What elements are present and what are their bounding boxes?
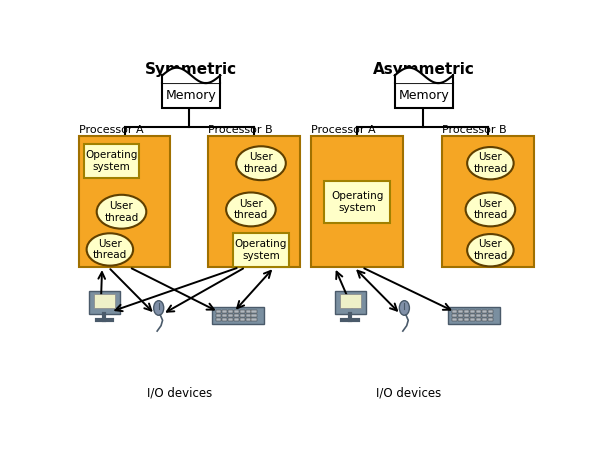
Bar	[464, 318, 469, 321]
Bar	[233, 314, 239, 317]
Bar	[458, 318, 463, 321]
Text: Memory: Memory	[166, 89, 217, 102]
Bar	[245, 314, 251, 317]
Text: I/O devices: I/O devices	[376, 387, 441, 400]
Bar	[245, 318, 251, 321]
Ellipse shape	[236, 146, 286, 180]
Bar	[227, 314, 233, 317]
FancyBboxPatch shape	[94, 294, 115, 308]
Bar	[215, 310, 221, 313]
FancyBboxPatch shape	[89, 291, 120, 314]
Bar	[482, 314, 487, 317]
FancyBboxPatch shape	[335, 291, 365, 314]
Bar	[470, 318, 475, 321]
Text: Processor B: Processor B	[208, 125, 273, 135]
Bar	[239, 314, 245, 317]
Text: Processor A: Processor A	[79, 125, 143, 135]
Bar	[245, 310, 251, 313]
Text: User
thread: User thread	[473, 239, 508, 261]
Ellipse shape	[97, 195, 146, 229]
Bar	[162, 83, 220, 108]
Bar	[458, 310, 463, 313]
Bar	[251, 318, 257, 321]
Bar	[488, 314, 493, 317]
Ellipse shape	[400, 301, 409, 315]
Bar	[208, 136, 300, 267]
Bar	[215, 318, 221, 321]
Bar	[251, 310, 257, 313]
Bar	[482, 318, 487, 321]
Bar	[470, 314, 475, 317]
Bar	[452, 314, 457, 317]
Bar	[476, 310, 481, 313]
FancyBboxPatch shape	[83, 144, 139, 178]
Text: Asymmetric: Asymmetric	[373, 62, 475, 77]
FancyBboxPatch shape	[212, 307, 264, 324]
Ellipse shape	[466, 193, 515, 226]
Bar	[458, 314, 463, 317]
FancyBboxPatch shape	[448, 307, 500, 324]
Text: Processor A: Processor A	[311, 125, 376, 135]
Ellipse shape	[154, 301, 164, 315]
Text: Operating
system: Operating system	[235, 239, 287, 261]
Bar	[227, 310, 233, 313]
Text: User
thread: User thread	[104, 201, 139, 223]
Text: User
thread: User thread	[234, 198, 268, 220]
Bar	[476, 318, 481, 321]
Bar	[233, 310, 239, 313]
Bar	[464, 310, 469, 313]
Text: Processor B: Processor B	[442, 125, 507, 135]
Polygon shape	[395, 68, 453, 83]
Text: User
thread: User thread	[473, 152, 508, 174]
Bar	[464, 314, 469, 317]
Bar	[239, 318, 245, 321]
Bar	[452, 310, 457, 313]
Bar	[233, 318, 239, 321]
Bar	[311, 136, 403, 267]
Bar	[251, 314, 257, 317]
Bar	[79, 136, 170, 267]
Bar	[221, 314, 227, 317]
Ellipse shape	[86, 233, 133, 266]
Ellipse shape	[467, 147, 514, 180]
Bar	[442, 136, 534, 267]
FancyBboxPatch shape	[324, 181, 391, 223]
Bar	[215, 314, 221, 317]
Bar	[221, 318, 227, 321]
Text: User
thread: User thread	[473, 198, 508, 220]
Text: Memory: Memory	[398, 89, 449, 102]
Bar	[227, 318, 233, 321]
Polygon shape	[162, 68, 220, 83]
Bar	[395, 83, 453, 108]
Text: Operating
system: Operating system	[331, 191, 383, 212]
Text: User
thread: User thread	[93, 239, 127, 260]
Bar	[239, 310, 245, 313]
FancyBboxPatch shape	[340, 294, 361, 308]
Bar	[488, 318, 493, 321]
Bar	[482, 310, 487, 313]
Bar	[452, 318, 457, 321]
Bar	[221, 310, 227, 313]
Ellipse shape	[226, 193, 276, 226]
Text: User
thread: User thread	[244, 152, 278, 174]
Ellipse shape	[467, 234, 514, 266]
Bar	[470, 310, 475, 313]
Text: I/O devices: I/O devices	[147, 387, 212, 400]
Text: Symmetric: Symmetric	[145, 62, 238, 77]
Bar	[476, 314, 481, 317]
FancyBboxPatch shape	[233, 233, 289, 267]
Bar	[488, 310, 493, 313]
Text: Operating
system: Operating system	[85, 150, 137, 172]
